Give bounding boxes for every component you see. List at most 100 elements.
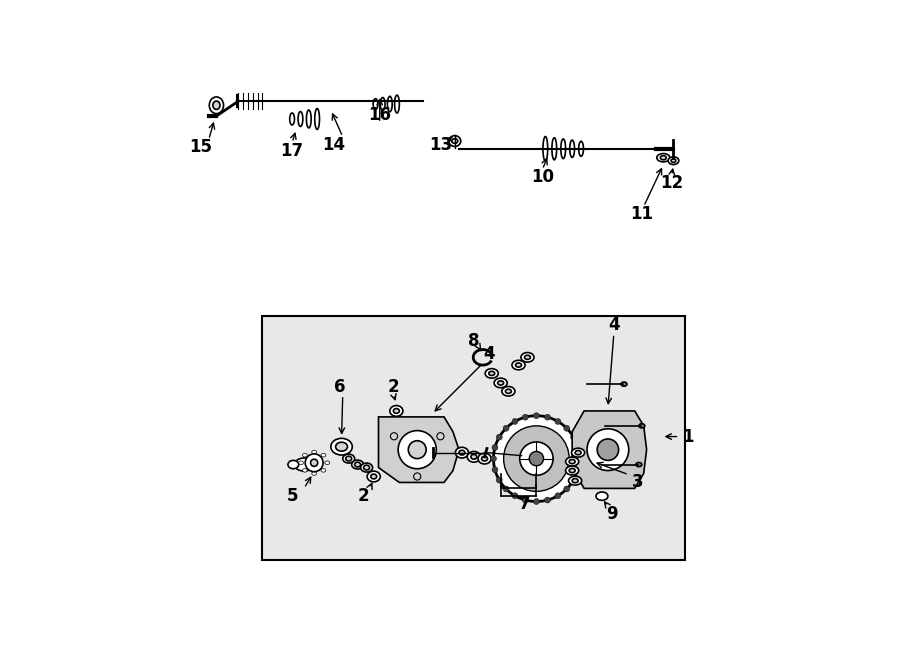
Ellipse shape: [331, 438, 352, 455]
Circle shape: [310, 459, 318, 467]
Ellipse shape: [321, 469, 326, 472]
Circle shape: [555, 418, 561, 424]
Ellipse shape: [485, 369, 499, 378]
Ellipse shape: [639, 424, 644, 428]
Ellipse shape: [394, 95, 400, 113]
Ellipse shape: [290, 113, 294, 125]
Ellipse shape: [489, 371, 495, 375]
Ellipse shape: [471, 455, 477, 459]
Ellipse shape: [346, 456, 352, 461]
Ellipse shape: [575, 451, 581, 455]
Ellipse shape: [381, 98, 385, 110]
Circle shape: [563, 486, 570, 492]
Text: 2: 2: [358, 487, 369, 505]
Ellipse shape: [302, 469, 307, 472]
Ellipse shape: [452, 139, 458, 143]
Ellipse shape: [336, 442, 347, 451]
Circle shape: [436, 433, 444, 440]
Text: 14: 14: [322, 136, 346, 153]
Polygon shape: [379, 417, 459, 483]
Text: 10: 10: [531, 168, 554, 186]
Ellipse shape: [302, 453, 307, 457]
Circle shape: [492, 445, 498, 451]
Circle shape: [522, 414, 528, 420]
Circle shape: [576, 455, 582, 461]
Ellipse shape: [506, 389, 511, 393]
Ellipse shape: [393, 408, 400, 413]
Ellipse shape: [294, 458, 313, 471]
Ellipse shape: [367, 471, 381, 482]
Circle shape: [496, 477, 502, 483]
Ellipse shape: [569, 469, 575, 473]
Circle shape: [544, 414, 551, 420]
Ellipse shape: [343, 454, 355, 463]
Ellipse shape: [579, 141, 583, 156]
Ellipse shape: [561, 139, 565, 159]
Ellipse shape: [325, 461, 329, 465]
Ellipse shape: [482, 456, 488, 461]
Circle shape: [519, 442, 554, 475]
Ellipse shape: [355, 462, 361, 467]
Ellipse shape: [570, 140, 574, 157]
Ellipse shape: [364, 465, 370, 470]
Ellipse shape: [459, 450, 465, 455]
Ellipse shape: [572, 448, 585, 457]
Ellipse shape: [525, 355, 530, 360]
Ellipse shape: [512, 360, 525, 369]
Ellipse shape: [361, 463, 373, 472]
Circle shape: [409, 441, 427, 459]
Circle shape: [598, 439, 618, 461]
Text: 7: 7: [518, 496, 530, 514]
Ellipse shape: [521, 352, 534, 362]
Circle shape: [575, 445, 580, 451]
Text: 17: 17: [281, 141, 303, 159]
Circle shape: [493, 416, 580, 502]
Text: 16: 16: [368, 106, 392, 124]
Text: 9: 9: [607, 505, 618, 523]
Text: 13: 13: [429, 136, 453, 153]
Ellipse shape: [572, 479, 578, 483]
Ellipse shape: [371, 474, 377, 479]
Ellipse shape: [298, 112, 302, 126]
Circle shape: [544, 497, 551, 503]
Ellipse shape: [621, 382, 627, 386]
Text: 4: 4: [608, 315, 620, 334]
Ellipse shape: [299, 461, 303, 465]
Text: 11: 11: [630, 206, 653, 223]
Circle shape: [305, 454, 323, 472]
Ellipse shape: [374, 98, 378, 110]
Text: 6: 6: [334, 378, 346, 396]
Ellipse shape: [569, 476, 581, 485]
Text: 5: 5: [286, 487, 298, 505]
Circle shape: [522, 497, 528, 503]
Ellipse shape: [569, 459, 575, 463]
Circle shape: [512, 493, 517, 499]
Text: 12: 12: [660, 174, 683, 192]
Ellipse shape: [311, 450, 317, 454]
Ellipse shape: [565, 457, 579, 466]
Ellipse shape: [516, 363, 521, 367]
Ellipse shape: [661, 155, 666, 160]
Text: 15: 15: [189, 138, 212, 156]
Circle shape: [492, 467, 498, 473]
Ellipse shape: [552, 137, 557, 160]
Circle shape: [555, 493, 561, 499]
Ellipse shape: [498, 381, 504, 385]
Ellipse shape: [390, 406, 403, 416]
Circle shape: [504, 426, 569, 491]
Text: 3: 3: [632, 473, 644, 491]
Circle shape: [496, 434, 502, 440]
Circle shape: [391, 433, 398, 440]
Text: 4: 4: [483, 345, 494, 364]
Circle shape: [587, 429, 629, 471]
Ellipse shape: [306, 110, 311, 128]
Ellipse shape: [449, 136, 461, 146]
Circle shape: [534, 412, 539, 418]
Circle shape: [503, 486, 509, 492]
Ellipse shape: [668, 157, 679, 165]
Ellipse shape: [478, 453, 491, 464]
Ellipse shape: [288, 461, 299, 469]
Ellipse shape: [352, 460, 364, 469]
Ellipse shape: [543, 137, 548, 161]
Circle shape: [503, 425, 509, 431]
